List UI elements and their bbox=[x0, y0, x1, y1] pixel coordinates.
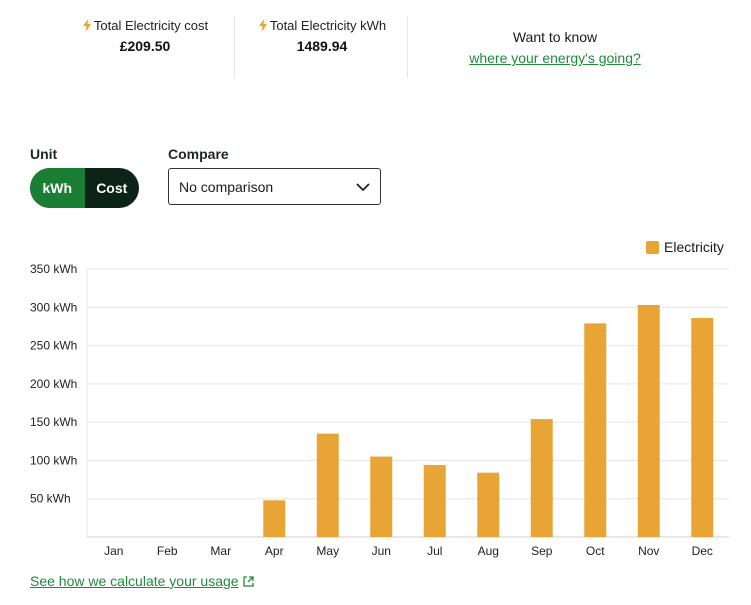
total-cost-label: Total Electricity cost bbox=[93, 18, 209, 33]
chart-legend: Electricity bbox=[646, 239, 724, 255]
divider bbox=[407, 16, 408, 78]
x-tick-label: Sep bbox=[531, 544, 553, 558]
total-cost-stat: Total Electricity cost £209.50 bbox=[70, 18, 220, 54]
unit-kwh-option[interactable]: kWh bbox=[30, 168, 85, 208]
x-tick-label: Jan bbox=[104, 544, 123, 558]
bar-sep[interactable] bbox=[530, 419, 553, 537]
y-tick-label: 50 kWh bbox=[30, 492, 71, 506]
calculation-info-link[interactable]: See how we calculate your usage bbox=[30, 573, 254, 589]
legend-label: Electricity bbox=[664, 239, 724, 255]
energy-breakdown-link[interactable]: where your energy's going? bbox=[469, 50, 641, 66]
bar-aug[interactable] bbox=[477, 472, 500, 537]
compare-label: Compare bbox=[168, 146, 229, 162]
chevron-down-icon bbox=[356, 182, 370, 191]
y-tick-label: 300 kWh bbox=[30, 300, 77, 314]
compare-dropdown[interactable]: No comparison bbox=[168, 168, 381, 205]
x-tick-label: Feb bbox=[157, 544, 178, 558]
unit-label: Unit bbox=[30, 146, 58, 162]
x-tick-label: Apr bbox=[265, 544, 284, 558]
total-kwh-stat: Total Electricity kWh 1489.94 bbox=[248, 18, 396, 54]
x-tick-label: May bbox=[316, 544, 339, 558]
promo-text: Want to know bbox=[512, 29, 598, 45]
legend-swatch bbox=[646, 240, 659, 254]
y-tick-label: 200 kWh bbox=[30, 377, 77, 391]
y-tick-label: 100 kWh bbox=[30, 453, 77, 467]
total-cost-value: £209.50 bbox=[119, 38, 171, 54]
y-tick-label: 350 kWh bbox=[30, 262, 77, 276]
x-tick-label: Mar bbox=[210, 544, 231, 558]
compare-selected-value: No comparison bbox=[179, 178, 274, 195]
bar-jul[interactable] bbox=[423, 465, 446, 537]
bar-dec[interactable] bbox=[691, 318, 714, 537]
usage-summary: Total Electricity cost £209.50 Total Ele… bbox=[0, 0, 751, 90]
unit-cost-option[interactable]: Cost bbox=[96, 180, 128, 196]
divider bbox=[234, 16, 235, 78]
energy-insight-promo: Want to know where your energy's going? bbox=[430, 29, 680, 66]
x-tick-label: Dec bbox=[692, 544, 713, 558]
x-tick-label: Jul bbox=[427, 544, 442, 558]
lightning-icon bbox=[82, 19, 91, 32]
bar-oct[interactable] bbox=[584, 323, 607, 537]
unit-toggle: kWh Cost bbox=[30, 168, 139, 208]
x-tick-label: Nov bbox=[638, 544, 659, 558]
bar-jun[interactable] bbox=[370, 456, 393, 537]
external-link-icon bbox=[242, 575, 254, 587]
total-kwh-value: 1489.94 bbox=[296, 38, 348, 54]
x-tick-label: Oct bbox=[586, 544, 605, 558]
total-kwh-label: Total Electricity kWh bbox=[269, 18, 387, 33]
y-tick-label: 250 kWh bbox=[30, 339, 77, 353]
y-tick-label: 150 kWh bbox=[30, 415, 77, 429]
bar-nov[interactable] bbox=[637, 304, 660, 537]
calculation-info-text: See how we calculate your usage bbox=[30, 573, 239, 589]
bar-apr[interactable] bbox=[263, 500, 286, 537]
bar-may[interactable] bbox=[316, 433, 339, 537]
x-tick-label: Jun bbox=[372, 544, 391, 558]
usage-bar-chart: 50 kWh 100 kWh 150 kWh 200 kWh 250 kWh 300 kW… bbox=[30, 262, 729, 558]
lightning-icon bbox=[258, 19, 267, 32]
x-tick-label: Aug bbox=[478, 544, 499, 558]
